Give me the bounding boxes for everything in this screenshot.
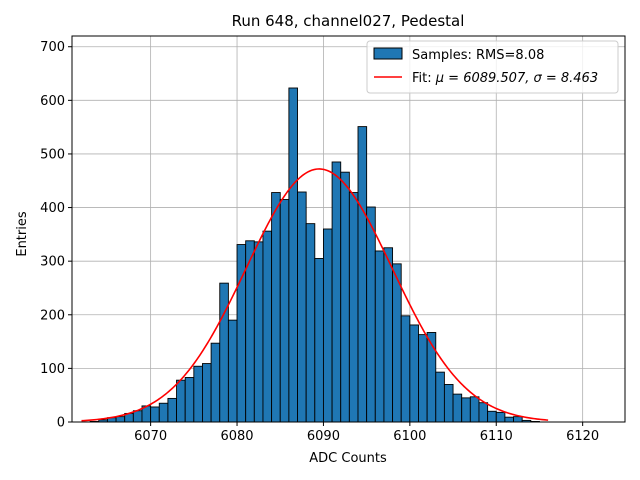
plot-frame [71,35,626,423]
histogram-bar [374,250,385,423]
x-tick-label: 6100 [393,429,426,444]
x-tick-label: 6120 [566,429,599,444]
histogram-bar [495,411,506,423]
histogram-bar [288,87,298,423]
histogram-bar [383,247,394,423]
histogram-bar [400,315,411,423]
fit-curve [81,168,549,422]
histogram-bar [158,402,169,423]
histogram-bar [366,206,376,423]
x-axis-label: ADC Counts [309,451,387,466]
histogram-bar [253,241,264,423]
histogram-bar [443,384,454,423]
histogram-bar [167,397,178,423]
histogram-bar [219,282,229,423]
histogram-bar [322,228,333,423]
y-tick-label: 400 [40,201,65,216]
histogram-bar [193,365,203,423]
histogram-bar [426,332,437,423]
histogram-bar [461,397,471,423]
histogram-bar [469,396,480,423]
x-axis-ticks: 6070 6080 6090 6100 6110 6120 [134,422,599,444]
y-tick-label: 100 [40,362,65,377]
histogram-bar [150,406,160,423]
histogram-bar [305,223,316,423]
y-tick-label: 200 [40,308,65,323]
histogram-bar [418,334,428,423]
histogram-bar [271,192,281,423]
histogram-bar [262,230,273,423]
x-tick-label: 6070 [134,429,167,444]
histogram-bar [227,319,238,423]
histogram-bar [357,126,368,423]
legend-fit-params: μ = 6089.507, σ = 8.463 [435,71,598,86]
legend-fit-label: Fit: μ = 6089.507, σ = 8.463 [412,71,598,86]
y-tick-label: 600 [40,94,65,109]
y-axis-ticks: 0 100 200 300 400 500 600 700 [40,40,72,431]
histogram-bar [340,171,350,423]
histogram-bar [202,363,212,423]
histogram-bar [392,263,402,423]
histogram-bar [435,371,445,423]
legend-box [366,40,619,94]
y-tick-label: 0 [57,416,65,431]
legend-histogram-label: Samples: RMS=8.08 [412,48,544,63]
histogram-bar [504,416,514,423]
histogram-bar [478,402,489,423]
legend-bar-swatch [373,47,403,60]
x-tick-label: 6090 [307,429,340,444]
histogram-bar [132,410,143,423]
legend: Samples: RMS=8.08 Fit: μ = 6089.507, σ =… [366,40,619,94]
histogram-bar [348,192,359,423]
histogram-bar [184,377,195,423]
y-tick-label: 300 [40,255,65,270]
chart-title: Run 648, channel027, Pedestal [232,12,465,30]
histogram-bar [487,410,497,423]
histogram-bar [279,199,290,423]
y-tick-label: 500 [40,147,65,162]
histogram-bar [210,342,221,423]
histogram-bar [115,416,126,423]
histogram-bars [89,87,540,423]
histogram-bar [297,191,307,423]
histogram-bar [176,379,186,423]
legend-fit-prefix: Fit: [412,71,436,86]
histogram-bar [513,416,523,423]
x-tick-label: 6080 [220,429,253,444]
x-tick-label: 6110 [480,429,513,444]
y-axis-label: Entries [15,211,30,257]
histogram-bar [331,161,342,423]
y-tick-label: 700 [40,40,65,55]
histogram-bar [452,393,463,423]
histogram-bar [314,258,324,423]
histogram-bar [409,324,419,423]
